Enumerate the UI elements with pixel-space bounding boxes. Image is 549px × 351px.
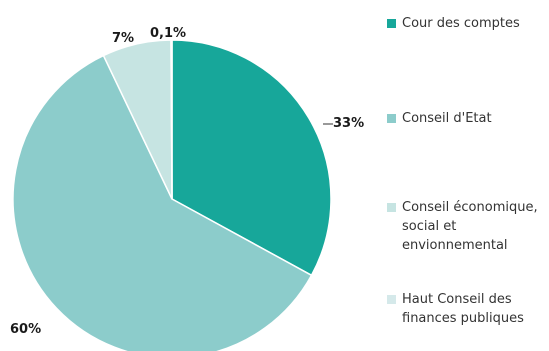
legend-item-conseil-economique: Conseil économique, social et envionneme… [387, 198, 549, 255]
legend-swatch [387, 203, 396, 212]
legend-label: Conseil économique, social et envionneme… [402, 200, 538, 253]
legend-label: Cour des comptes [402, 16, 520, 31]
legend-item-conseil-d-etat: Conseil d'Etat [387, 109, 549, 128]
legend-item-cour-des-comptes: Cour des comptes [387, 14, 549, 33]
legend-item-haut-conseil: Haut Conseil des finances publiques [387, 290, 549, 328]
slice-value-label: 60% [10, 322, 42, 337]
legend-swatch [387, 114, 396, 123]
pie-slice-1 [12, 54, 313, 351]
legend: Cour des comptes Conseil d'Etat Conseil … [387, 0, 547, 351]
pie-slice-0 [171, 39, 332, 277]
legend-swatch [387, 295, 396, 304]
slice-value-label: 7% [112, 31, 135, 46]
pie-slice-3 [170, 39, 173, 200]
slice-value-label: 0,1% [150, 26, 187, 41]
legend-label: Conseil d'Etat [402, 111, 492, 126]
legend-label: Haut Conseil des finances publiques [402, 292, 524, 326]
legend-swatch [387, 19, 396, 28]
slice-value-label: 33% [333, 116, 365, 131]
